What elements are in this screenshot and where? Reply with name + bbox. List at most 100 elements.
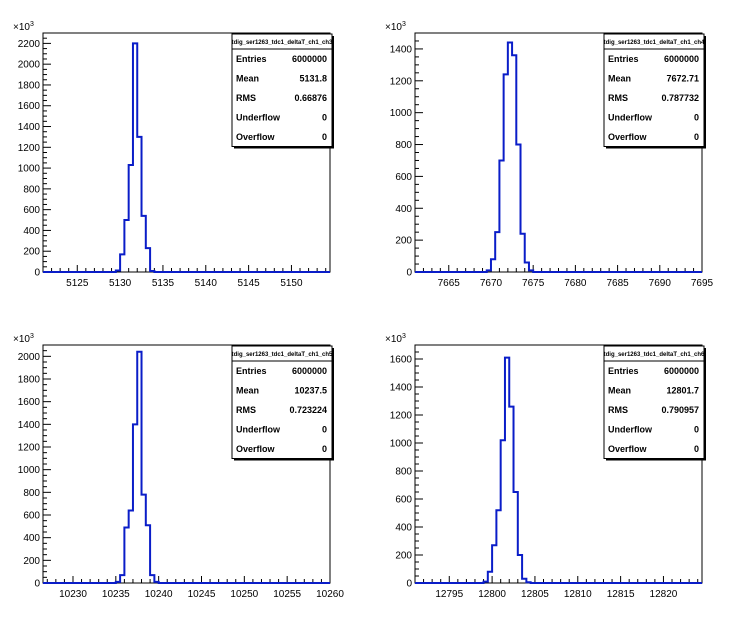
- stats-value: 0.787732: [661, 93, 699, 103]
- x-tick-label: 7690: [649, 278, 672, 289]
- y-tick-label: 1000: [390, 108, 413, 119]
- x-tick-label: 10260: [316, 589, 344, 600]
- y-tick-label: 200: [23, 556, 40, 567]
- stats-value: 0.66876: [294, 93, 327, 103]
- stats-title: tdig_ser1263_tdc1_deltaT_ch1_ch5: [232, 352, 333, 358]
- histogram-pad-ch4: 0 200 400 600 800 1000 1200 1400 7665 7670 7675 768…: [385, 21, 714, 289]
- stats-title: tdig_ser1263_tdc1_deltaT_ch1_ch6: [604, 352, 705, 358]
- stats-label: Mean: [608, 74, 631, 84]
- y-tick-label: 1400: [390, 383, 413, 394]
- y-tick-label: 2200: [18, 39, 41, 50]
- stats-label: RMS: [236, 93, 256, 103]
- histogram-bin: [508, 43, 512, 272]
- y-tick-label: 200: [395, 551, 412, 562]
- y-tick-label: 800: [395, 467, 412, 478]
- y-tick-label: 600: [23, 205, 40, 216]
- x-tick-label: 7680: [564, 278, 587, 289]
- stats-value: 5131.8: [299, 74, 327, 84]
- stats-value: 0.790957: [661, 405, 699, 415]
- stats-value: 0: [322, 444, 327, 454]
- y-exponent-label: ×103: [13, 21, 34, 33]
- y-tick-label: 1200: [18, 143, 41, 154]
- stats-value: 12801.7: [666, 386, 699, 396]
- y-tick-label: 1400: [18, 420, 41, 431]
- x-tick-label: 7695: [691, 278, 714, 289]
- x-tick-label: 10240: [145, 589, 173, 600]
- y-tick-label: 400: [395, 204, 412, 215]
- stats-label: Underflow: [236, 425, 281, 435]
- stats-value: 0: [694, 425, 699, 435]
- x-tick-label: 12805: [521, 589, 549, 600]
- y-tick-label: 2000: [18, 352, 41, 363]
- stats-label: Overflow: [608, 132, 648, 142]
- x-tick-label: 5140: [195, 278, 218, 289]
- y-tick-label: 1600: [18, 101, 41, 112]
- y-tick-label: 200: [395, 236, 412, 247]
- y-tick-label: 0: [34, 268, 40, 279]
- stats-value: 0: [694, 132, 699, 142]
- y-exponent-label: ×103: [385, 333, 406, 345]
- stats-label: Entries: [236, 366, 267, 376]
- y-tick-label: 1000: [18, 164, 41, 175]
- histogram-outline: [415, 41, 702, 273]
- y-tick-label: 1400: [390, 44, 413, 55]
- x-tick-label: 10245: [188, 589, 216, 600]
- x-tick-label: 10250: [230, 589, 258, 600]
- stats-label: Entries: [236, 54, 267, 64]
- x-tick-label: 12810: [564, 589, 592, 600]
- stats-box: tdig_ser1263_tdc1_deltaT_ch1_ch3 Entries 6…: [231, 33, 334, 149]
- y-tick-label: 1200: [18, 443, 41, 454]
- x-tick-label: 10255: [273, 589, 301, 600]
- y-tick-label: 1600: [18, 397, 41, 408]
- stats-label: Overflow: [236, 444, 276, 454]
- stats-value: 0: [694, 113, 699, 123]
- x-tick-label: 12820: [650, 589, 678, 600]
- stats-box: tdig_ser1263_tdc1_deltaT_ch1_ch4 Entries 6…: [603, 33, 706, 149]
- stats-label: Underflow: [236, 113, 281, 123]
- stats-title: tdig_ser1263_tdc1_deltaT_ch1_ch3: [232, 40, 333, 46]
- y-tick-label: 600: [23, 511, 40, 522]
- stats-box: tdig_ser1263_tdc1_deltaT_ch1_ch5 Entries 6…: [231, 345, 334, 461]
- stats-label: Mean: [236, 74, 259, 84]
- y-tick-label: 1800: [18, 80, 41, 91]
- x-tick-label: 7670: [480, 278, 503, 289]
- stats-value: 6000000: [292, 366, 327, 376]
- stats-label: Underflow: [608, 113, 653, 123]
- y-tick-label: 0: [406, 268, 412, 279]
- x-tick-label: 12800: [478, 589, 506, 600]
- stats-value: 0.723224: [289, 405, 327, 415]
- stats-box: tdig_ser1263_tdc1_deltaT_ch1_ch6 Entries 6…: [603, 345, 706, 461]
- y-tick-label: 0: [406, 579, 412, 590]
- histogram-outline: [43, 350, 330, 584]
- x-tick-label: 12815: [607, 589, 635, 600]
- x-tick-label: 5130: [109, 278, 132, 289]
- histogram-outline: [415, 356, 702, 584]
- y-tick-label: 1800: [18, 375, 41, 386]
- stats-label: Overflow: [236, 132, 276, 142]
- y-tick-label: 400: [23, 533, 40, 544]
- stats-label: RMS: [608, 405, 628, 415]
- histogram-pad-ch5: 0 200 400 600 800 1000 1200 1400 1600 1800 2000 102…: [13, 333, 344, 600]
- y-tick-label: 600: [395, 172, 412, 183]
- x-tick-label: 10230: [59, 589, 87, 600]
- y-exponent-label: ×103: [385, 21, 406, 33]
- stats-label: Mean: [236, 386, 259, 396]
- stats-label: Overflow: [608, 444, 648, 454]
- stats-label: Mean: [608, 386, 631, 396]
- y-tick-label: 800: [23, 184, 40, 195]
- x-tick-label: 5135: [152, 278, 175, 289]
- histogram-outline: [43, 42, 330, 273]
- stats-value: 0: [694, 444, 699, 454]
- stats-title: tdig_ser1263_tdc1_deltaT_ch1_ch4: [604, 40, 705, 46]
- y-tick-label: 400: [23, 226, 40, 237]
- y-tick-label: 1000: [390, 439, 413, 450]
- histogram-pad-ch6: 0 200 400 600 800 1000 1200 1400 1600 12795 12800 1…: [385, 333, 706, 600]
- y-tick-label: 1200: [390, 76, 413, 87]
- x-tick-label: 10235: [102, 589, 130, 600]
- stats-value: 0: [322, 132, 327, 142]
- stats-value: 0: [322, 113, 327, 123]
- x-tick-label: 7685: [606, 278, 629, 289]
- y-tick-label: 2000: [18, 60, 41, 71]
- y-tick-label: 200: [23, 247, 40, 258]
- x-tick-label: 7665: [438, 278, 461, 289]
